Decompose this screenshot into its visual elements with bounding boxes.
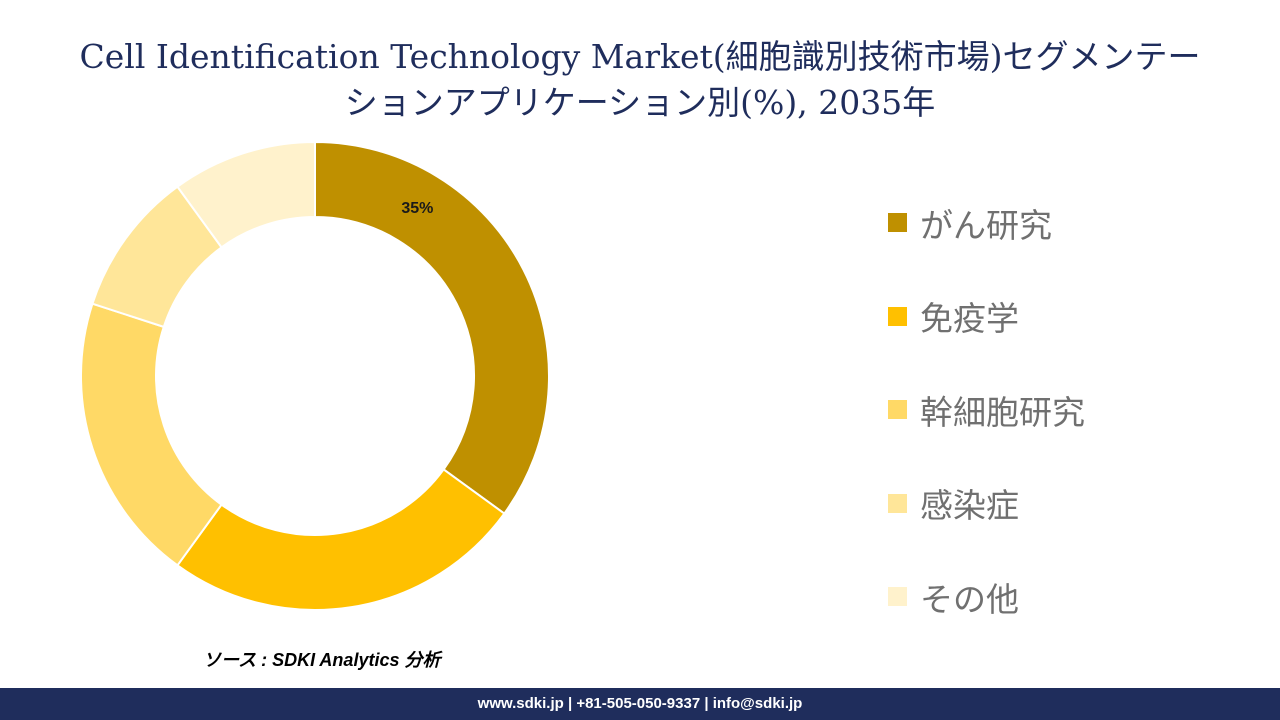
legend-label: がん研究 bbox=[920, 205, 1052, 245]
legend-label: 感染症 bbox=[920, 486, 1019, 526]
chart-title-line-2: ションアプリケーション別(%), 2035年 bbox=[344, 83, 936, 122]
legend-item-1: がん研究 bbox=[888, 176, 1085, 270]
source-note: ソース : SDKI Analytics 分析 bbox=[203, 650, 441, 670]
legend-item-3: 幹細胞研究 bbox=[888, 363, 1085, 457]
legend-item-2: 免疫学 bbox=[888, 270, 1085, 364]
legend-swatch bbox=[888, 587, 907, 607]
donut-slice-2 bbox=[176, 468, 506, 611]
chart-title-line-1: Cell Identification Technology Market(細胞… bbox=[79, 37, 1201, 76]
legend-item-4: 感染症 bbox=[888, 457, 1085, 551]
chart-legend: がん研究免疫学幹細胞研究感染症その他 bbox=[888, 176, 1085, 644]
legend-item-5: その他 bbox=[888, 550, 1085, 644]
data-label-1: 35% bbox=[401, 200, 433, 217]
donut-slice-1 bbox=[314, 140, 550, 515]
donut-slice-3 bbox=[80, 302, 223, 567]
legend-swatch bbox=[888, 400, 907, 420]
legend-swatch bbox=[888, 493, 907, 513]
donut-slice-5 bbox=[176, 140, 316, 249]
chart-title: Cell Identification Technology Market(細胞… bbox=[0, 34, 1280, 126]
legend-label: 免疫学 bbox=[920, 299, 1019, 339]
footer-contact: www.sdki.jp | +81-505-050-9337 | info@sd… bbox=[0, 688, 1280, 720]
legend-swatch bbox=[888, 306, 907, 326]
legend-label: 幹細胞研究 bbox=[920, 392, 1085, 432]
legend-label: その他 bbox=[920, 579, 1019, 619]
legend-swatch bbox=[888, 213, 907, 233]
